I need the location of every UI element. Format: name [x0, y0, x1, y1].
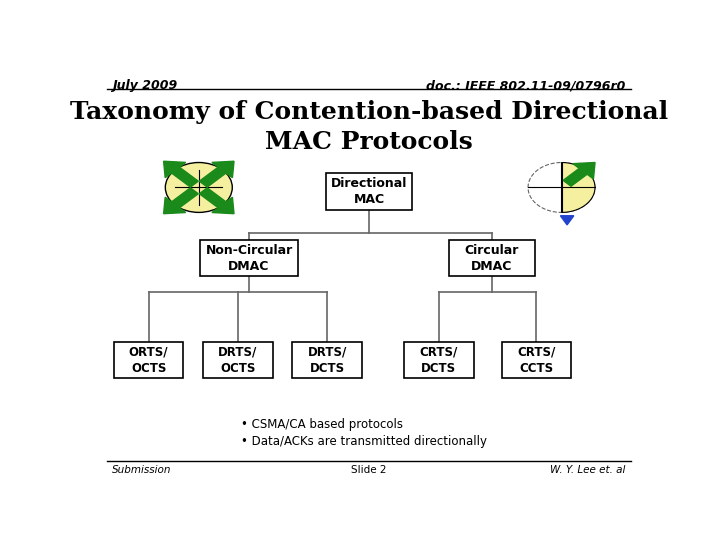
Text: July 2009: July 2009	[112, 79, 178, 92]
Text: Slide 2: Slide 2	[351, 465, 387, 475]
Text: CRTS/
CCTS: CRTS/ CCTS	[517, 346, 556, 375]
Polygon shape	[163, 188, 198, 214]
Text: Circular
DMAC: Circular DMAC	[464, 244, 519, 273]
Text: ORTS/
OCTS: ORTS/ OCTS	[129, 346, 168, 375]
FancyBboxPatch shape	[502, 342, 571, 379]
FancyBboxPatch shape	[292, 342, 362, 379]
Text: DRTS/
OCTS: DRTS/ OCTS	[218, 346, 258, 375]
Text: W. Y. Lee et. al: W. Y. Lee et. al	[550, 465, 626, 475]
Text: • Data/ACKs are transmitted directionally: • Data/ACKs are transmitted directionall…	[240, 435, 487, 448]
FancyBboxPatch shape	[200, 240, 298, 276]
Text: Submission: Submission	[112, 465, 172, 475]
Text: CRTS/
DCTS: CRTS/ DCTS	[420, 346, 458, 375]
Text: Directional
MAC: Directional MAC	[330, 177, 408, 206]
FancyBboxPatch shape	[325, 173, 413, 210]
Polygon shape	[562, 163, 595, 212]
FancyBboxPatch shape	[449, 240, 535, 276]
Polygon shape	[563, 163, 595, 186]
Polygon shape	[199, 188, 234, 214]
Polygon shape	[560, 216, 574, 225]
Polygon shape	[163, 161, 198, 187]
FancyBboxPatch shape	[404, 342, 474, 379]
FancyBboxPatch shape	[203, 342, 273, 379]
Text: doc.: IEEE 802.11-09/0796r0: doc.: IEEE 802.11-09/0796r0	[426, 79, 626, 92]
Circle shape	[166, 163, 233, 212]
Polygon shape	[199, 161, 234, 187]
FancyBboxPatch shape	[114, 342, 184, 379]
Text: Taxonomy of Contention-based Directional
MAC Protocols: Taxonomy of Contention-based Directional…	[70, 100, 668, 154]
Text: DRTS/
DCTS: DRTS/ DCTS	[307, 346, 347, 375]
Text: • CSMA/CA based protocols: • CSMA/CA based protocols	[240, 418, 402, 431]
Text: Non-Circular
DMAC: Non-Circular DMAC	[205, 244, 292, 273]
